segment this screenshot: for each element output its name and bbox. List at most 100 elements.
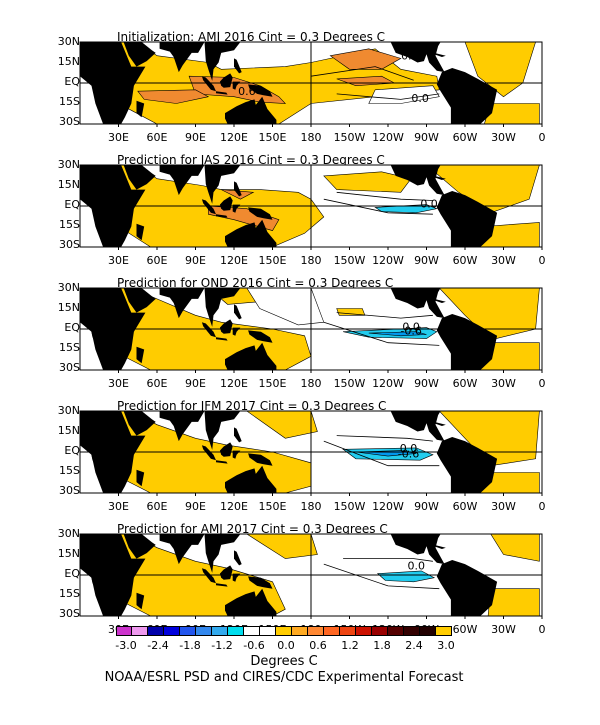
landmass-madagascar — [136, 592, 145, 610]
contour-label: 0.0 — [400, 442, 418, 455]
lat-tick-label: 15S — [59, 587, 80, 600]
colorbar-tick-label: -2.4 — [147, 639, 169, 652]
landmass-japan — [247, 277, 261, 287]
landmass-india — [159, 288, 205, 319]
landmass-sulawesi — [232, 327, 241, 336]
lon-tick-label: 150W — [333, 377, 366, 390]
lat-tick-label: 30N — [57, 404, 80, 417]
landmass-india — [159, 411, 205, 442]
lon-tick-label: 180 — [300, 131, 322, 144]
colorbar-swatch — [436, 626, 452, 636]
landmass-japan — [247, 400, 261, 410]
lon-tick-label: 150W — [333, 254, 366, 267]
colorbar-tick-label: 1.8 — [373, 639, 391, 652]
anomaly-region — [246, 411, 318, 439]
lon-tick-label: 120E — [220, 131, 248, 144]
colorbar-swatch — [388, 626, 404, 636]
colorbar-swatch — [260, 626, 276, 636]
lat-tick-label: 15N — [57, 547, 80, 560]
anomaly-region — [376, 570, 436, 583]
landmass-sumatra — [201, 199, 216, 215]
landmass-sumatra — [201, 322, 216, 338]
landmass-newguinea — [248, 453, 273, 466]
colorbar-tick-label: -1.8 — [179, 639, 201, 652]
landmass-madagascar — [136, 223, 145, 241]
lon-tick-label: 60E — [146, 131, 168, 144]
panel-title: Prediction for OND 2016 Cint = 0.3 Degre… — [117, 276, 394, 290]
lat-tick-label: 30S — [59, 607, 80, 620]
lon-tick-label: 60E — [146, 254, 168, 267]
anomaly-region — [137, 89, 210, 104]
lon-tick-label: 30W — [491, 131, 516, 144]
lon-tick-label: 90E — [185, 131, 206, 144]
anomaly-region — [487, 588, 540, 616]
landmass-phil — [234, 427, 242, 443]
landmass-sulawesi — [232, 204, 241, 213]
lon-tick-label: 30E — [108, 254, 129, 267]
colorbar-swatch — [404, 626, 420, 636]
landmass-phil — [234, 304, 242, 320]
lon-tick-label: 0 — [538, 131, 546, 144]
landmass-borneo — [219, 565, 233, 580]
landmass-seasia — [204, 288, 241, 327]
landmass-madagascar — [136, 346, 145, 364]
landmass-newguinea — [248, 207, 273, 220]
lon-tick-label: 90E — [185, 254, 206, 267]
landmass-cuba — [434, 175, 446, 180]
contour-label: -0.6 — [400, 324, 421, 337]
landmass-arabia — [123, 534, 156, 559]
contour-label: 0.0 — [402, 320, 420, 333]
lon-tick-label: 120W — [372, 377, 404, 390]
landmass-borneo — [219, 73, 233, 88]
lon-tick-label: 60W — [452, 377, 478, 390]
lat-tick-label: 15N — [57, 55, 80, 68]
landmass-phil — [234, 58, 242, 74]
lon-tick-label: 150E — [258, 377, 287, 390]
landmass-newguinea — [248, 330, 273, 343]
lat-tick-label: EQ — [64, 567, 80, 580]
landmass-samerica — [436, 437, 498, 493]
lon-tick-label: 60W — [452, 623, 478, 636]
landmass-java — [216, 214, 228, 218]
forecast-panel: Prediction for OND 2016 Cint = 0.3 Degre… — [0, 276, 600, 398]
landmass-borneo — [219, 442, 233, 457]
colorbar-tick-label: 0.6 — [309, 639, 327, 652]
anomaly-map: 0.0-0.6 — [79, 277, 543, 373]
colorbar-swatch — [276, 626, 292, 636]
landmass-borneo — [219, 196, 233, 211]
colorbar-swatch — [164, 626, 180, 636]
landmass-arabia — [123, 42, 156, 67]
lon-tick-label: 90W — [414, 254, 439, 267]
lon-tick-label: 120E — [220, 254, 248, 267]
lon-tick-label: 30W — [491, 254, 516, 267]
landmass-cuba — [434, 52, 446, 57]
lon-tick-label: 0 — [538, 377, 546, 390]
panel-title: Initialization: AMJ 2016 Cint = 0.3 Degr… — [117, 30, 386, 44]
landmass-borneo — [219, 319, 233, 334]
anomaly-region — [246, 534, 318, 559]
landmass-samerica — [436, 560, 498, 616]
anomaly-region — [323, 171, 412, 193]
contour-label: 0.6 — [401, 50, 419, 63]
landmass-java — [216, 91, 228, 95]
landmass-newguinea — [248, 84, 273, 97]
landmass-sulawesi — [232, 573, 241, 582]
lon-tick-label: 0 — [538, 500, 546, 513]
colorbar-swatch — [148, 626, 164, 636]
anomaly-region — [438, 288, 540, 341]
landmass-australia — [225, 465, 277, 493]
landmass-seasia — [204, 534, 241, 573]
forecast-panel: Prediction for AMJ 2017 Cint = 0.3 Degre… — [0, 522, 600, 644]
lon-tick-label: 150E — [258, 254, 287, 267]
lon-tick-label: 0 — [538, 623, 546, 636]
lon-tick-label: 180 — [300, 254, 322, 267]
landmass-java — [216, 583, 228, 587]
colorbar-tick-label: 0.0 — [277, 639, 295, 652]
lon-tick-label: 60W — [452, 254, 478, 267]
landmass-arabia — [123, 165, 156, 190]
landmass-newguinea — [248, 576, 273, 589]
landmass-seasia — [204, 42, 241, 81]
landmass-sulawesi — [232, 450, 241, 459]
landmass-phil — [234, 181, 242, 197]
forecast-panel: Prediction for JFM 2017 Cint = 0.3 Degre… — [0, 399, 600, 521]
